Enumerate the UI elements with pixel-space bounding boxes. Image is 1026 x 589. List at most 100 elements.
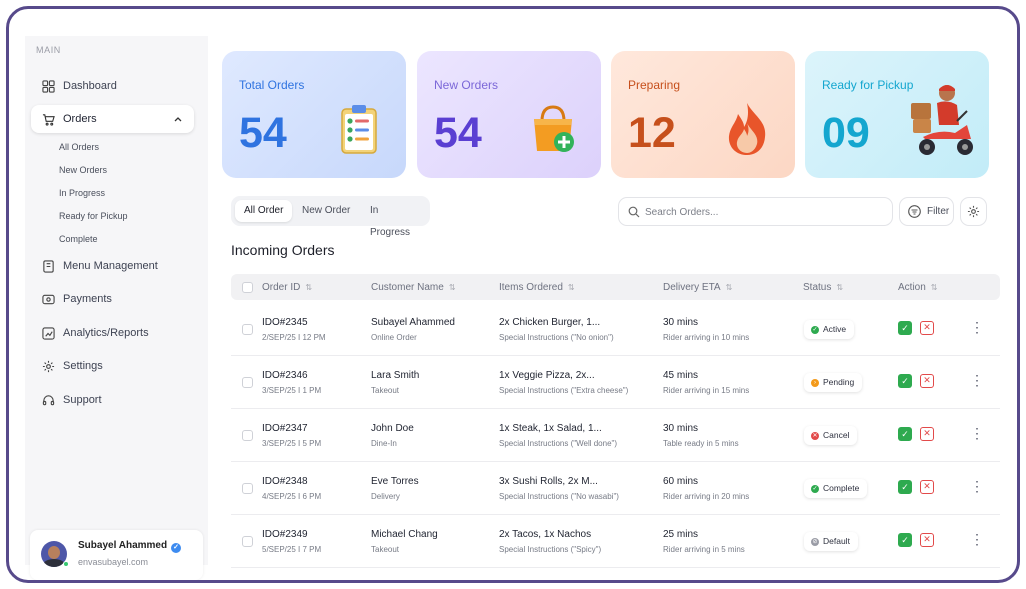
more-options-icon[interactable]: ⋮ xyxy=(970,372,984,388)
select-all-checkbox[interactable] xyxy=(242,282,253,293)
delivery-rider-icon xyxy=(911,85,973,155)
column-header-order-id[interactable]: Order ID ⇅ xyxy=(262,282,312,293)
eta-note: Rider arriving in 5 mins xyxy=(663,545,745,554)
more-options-icon[interactable]: ⋮ xyxy=(970,478,984,494)
sidebar-item-analytics[interactable]: Analytics/Reports xyxy=(31,319,194,347)
order-id: IDO#2346 xyxy=(262,370,308,381)
special-instructions: Special Instructions ("Well done") xyxy=(499,439,618,448)
sidebar-item-label: Menu Management xyxy=(63,260,158,272)
verified-badge-icon: ✓ xyxy=(171,543,182,553)
delivery-eta: 30 mins xyxy=(663,423,699,434)
more-options-icon[interactable]: ⋮ xyxy=(970,319,984,335)
more-options-icon[interactable]: ⋮ xyxy=(970,425,984,441)
sidebar-item-dashboard[interactable]: Dashboard xyxy=(31,72,194,100)
tab-new-order[interactable]: New Order xyxy=(302,205,351,216)
table-row[interactable]: IDO#2347 3/SEP/25 I 5 PM John Doe Dine-In 1x… xyxy=(231,409,1000,462)
sidebar-item-payments[interactable]: Payments xyxy=(31,285,194,313)
column-label: Items Ordered xyxy=(499,282,563,293)
sort-icon[interactable]: ⇅ xyxy=(448,283,456,292)
sidebar-subitem-ready-for-pickup[interactable]: Ready for Pickup xyxy=(59,211,128,221)
column-label: Delivery ETA xyxy=(663,282,721,293)
search-icon xyxy=(628,206,640,218)
table-row[interactable]: IDO#2348 4/SEP/25 I 6 PM Eve Torres Deliver… xyxy=(231,462,1000,515)
sort-icon[interactable]: ⇅ xyxy=(836,283,844,292)
reject-x-icon[interactable]: ✕ xyxy=(920,480,934,494)
sort-icon[interactable]: ⇅ xyxy=(567,283,575,292)
user-profile[interactable]: Subayel Ahammed ✓ envasubayel.com xyxy=(30,530,203,580)
row-checkbox[interactable] xyxy=(242,430,253,441)
tab-all-order[interactable]: All Order xyxy=(235,200,293,222)
sidebar-item-menu-management[interactable]: Menu Management xyxy=(31,252,194,280)
sidebar-item-label: Dashboard xyxy=(63,80,117,92)
reject-x-icon[interactable]: ✕ xyxy=(920,533,934,547)
column-header-delivery-eta[interactable]: Delivery ETA ⇅ xyxy=(663,282,732,293)
table-row[interactable]: IDO#2345 2/SEP/25 I 12 PM Subayel Ahammed O… xyxy=(231,303,1000,356)
sidebar-subitem-all-orders[interactable]: All Orders xyxy=(59,142,100,152)
sidebar-item-support[interactable]: Support xyxy=(31,386,194,414)
section-title: Incoming Orders xyxy=(231,242,335,258)
customer-name: Subayel Ahammed xyxy=(371,317,455,328)
table-row[interactable]: IDO#2346 3/SEP/25 I 1 PM Lara Smith Takeout… xyxy=(231,356,1000,409)
sort-icon[interactable]: ⇅ xyxy=(725,283,733,292)
sidebar-subitem-new-orders[interactable]: New Orders xyxy=(59,165,108,175)
special-instructions: Special Instructions ("Spicy") xyxy=(499,545,602,554)
row-checkbox[interactable] xyxy=(242,377,253,388)
status-icon: ⊘ xyxy=(811,537,819,546)
table-row[interactable]: IDO#2349 5/SEP/25 I 7 PM Michael Chang Take… xyxy=(231,515,1000,568)
column-header-customer-name[interactable]: Customer Name ⇅ xyxy=(371,282,456,293)
reject-x-icon[interactable]: ✕ xyxy=(920,321,934,335)
stat-title: Preparing xyxy=(628,78,681,92)
sort-icon[interactable]: ⇅ xyxy=(305,283,313,292)
chart-icon xyxy=(42,326,55,340)
menu-book-icon xyxy=(43,259,54,273)
sidebar-item-label: Analytics/Reports xyxy=(63,327,149,339)
row-checkbox[interactable] xyxy=(242,483,253,494)
profile-name-row: Subayel Ahammed ✓ xyxy=(78,540,182,553)
table-settings-button[interactable] xyxy=(960,197,987,226)
sidebar-item-label: Support xyxy=(63,394,102,406)
items-ordered: 1x Steak, 1x Salad, 1... xyxy=(499,423,602,434)
accept-check-icon[interactable]: ✓ xyxy=(898,533,912,547)
sort-icon[interactable]: ⇅ xyxy=(930,283,938,292)
order-id: IDO#2349 xyxy=(262,529,308,540)
profile-email: envasubayel.com xyxy=(78,557,149,567)
table-header: Order ID ⇅ Customer Name ⇅ Items Ordered ⇅ … xyxy=(231,274,1000,300)
online-status-dot xyxy=(63,561,69,567)
accept-check-icon[interactable]: ✓ xyxy=(898,427,912,441)
more-options-icon[interactable]: ⋮ xyxy=(970,531,984,547)
column-header-status[interactable]: Status ⇅ xyxy=(803,282,843,293)
sidebar-subitem-in-progress[interactable]: In Progress xyxy=(59,188,106,198)
order-type: Takeout xyxy=(371,386,400,395)
reject-x-icon[interactable]: ✕ xyxy=(920,427,934,441)
accept-check-icon[interactable]: ✓ xyxy=(898,374,912,388)
app-window: MAIN Dashboard Orders All Orders New Ord… xyxy=(6,6,1020,583)
customer-name: Lara Smith xyxy=(371,370,420,381)
stat-value: 09 xyxy=(822,109,870,157)
stat-value: 12 xyxy=(628,109,676,157)
sidebar-subitem-complete[interactable]: Complete xyxy=(59,234,98,244)
eta-note: Table ready in 5 mins xyxy=(663,439,739,448)
order-type: Takeout xyxy=(371,545,400,554)
chevron-up-icon[interactable] xyxy=(173,114,183,124)
column-header-action[interactable]: Action ⇅ xyxy=(898,282,938,293)
profile-name: Subayel Ahammed xyxy=(78,540,168,551)
items-ordered: 3x Sushi Rolls, 2x M... xyxy=(499,476,598,487)
sidebar-item-settings[interactable]: Settings xyxy=(31,352,194,380)
status-label: Cancel xyxy=(823,430,850,440)
order-type: Dine-In xyxy=(371,439,397,448)
column-header-items-ordered[interactable]: Items Ordered ⇅ xyxy=(499,282,575,293)
row-checkbox[interactable] xyxy=(242,536,253,547)
sidebar-item-orders[interactable]: Orders xyxy=(31,105,194,133)
order-id: IDO#2347 xyxy=(262,423,308,434)
status-label: Active xyxy=(823,324,847,334)
accept-check-icon[interactable]: ✓ xyxy=(898,321,912,335)
reject-x-icon[interactable]: ✕ xyxy=(920,374,934,388)
tab-in-progress[interactable]: In Progress xyxy=(370,205,411,238)
row-checkbox[interactable] xyxy=(242,324,253,335)
column-label: Order ID xyxy=(262,282,301,293)
status-badge: ✓ Active xyxy=(804,320,855,339)
accept-check-icon[interactable]: ✓ xyxy=(898,480,912,494)
search-input[interactable] xyxy=(645,202,885,222)
filter-button[interactable]: Filter xyxy=(899,197,954,226)
stat-title: Ready for Pickup xyxy=(822,78,914,92)
